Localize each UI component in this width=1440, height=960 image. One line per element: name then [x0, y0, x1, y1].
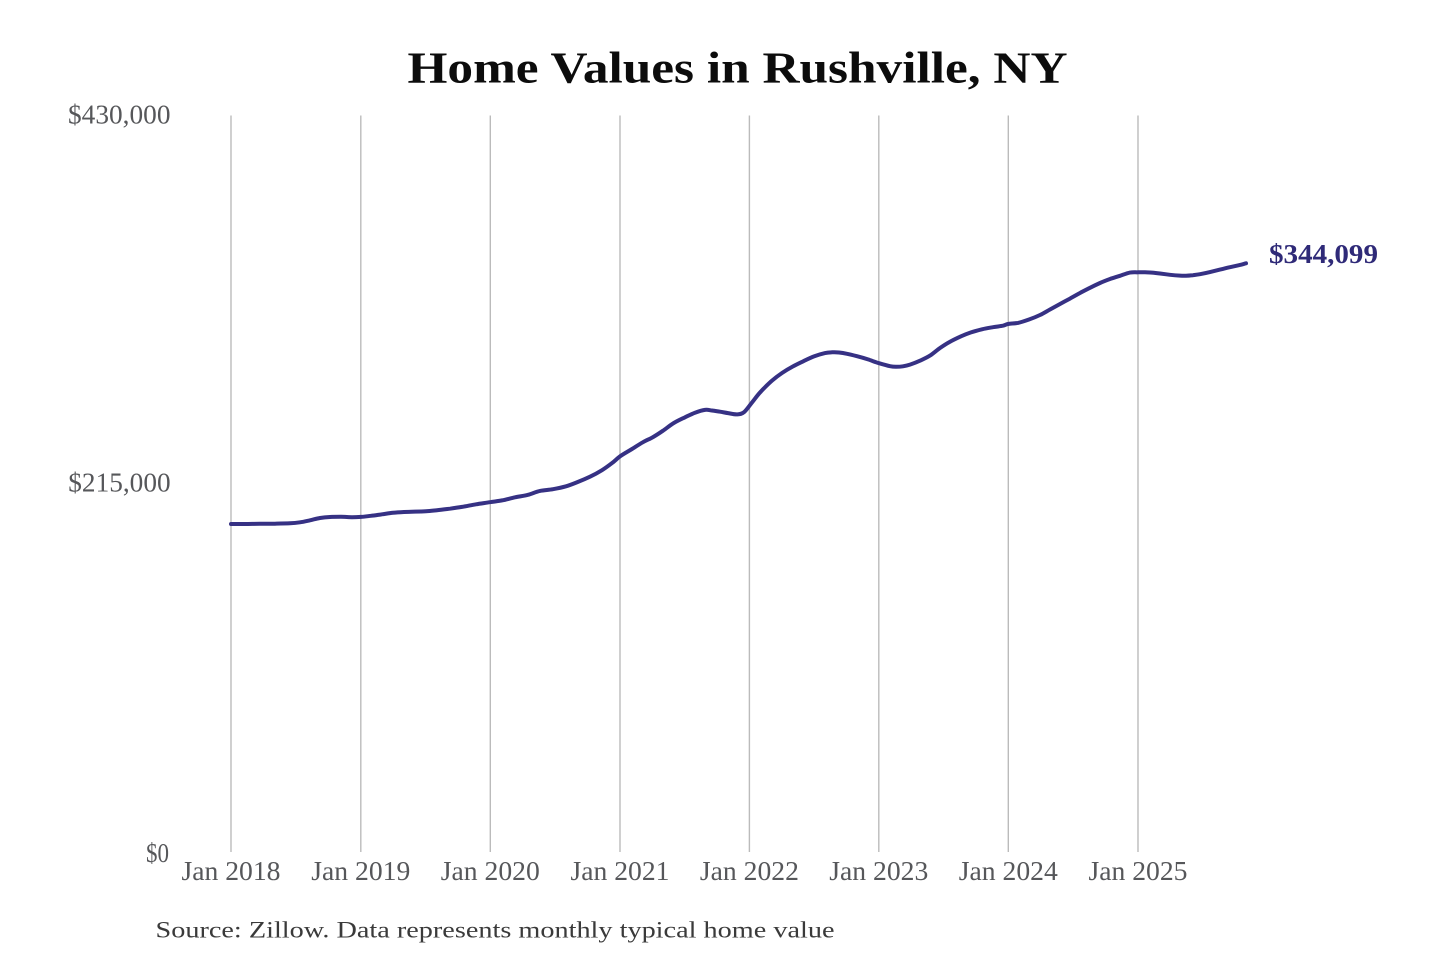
svg-text:Jan 2019: Jan 2019: [311, 856, 410, 886]
svg-text:Jan 2021: Jan 2021: [571, 856, 670, 886]
svg-text:$0: $0: [146, 838, 169, 868]
svg-text:Jan 2022: Jan 2022: [700, 856, 799, 886]
svg-text:$344,099: $344,099: [1269, 239, 1378, 269]
svg-text:$430,000: $430,000: [68, 100, 171, 130]
svg-text:Home Values in Rushville, NY: Home Values in Rushville, NY: [408, 44, 1068, 93]
svg-text:Jan 2023: Jan 2023: [829, 856, 928, 886]
svg-text:Jan 2025: Jan 2025: [1089, 856, 1188, 886]
svg-text:Source: Zillow. Data represent: Source: Zillow. Data represents monthly …: [156, 918, 835, 944]
svg-text:Jan 2024: Jan 2024: [959, 856, 1059, 886]
svg-text:Jan 2020: Jan 2020: [441, 856, 540, 886]
svg-text:$215,000: $215,000: [68, 468, 170, 498]
svg-text:Jan 2018: Jan 2018: [182, 856, 281, 886]
